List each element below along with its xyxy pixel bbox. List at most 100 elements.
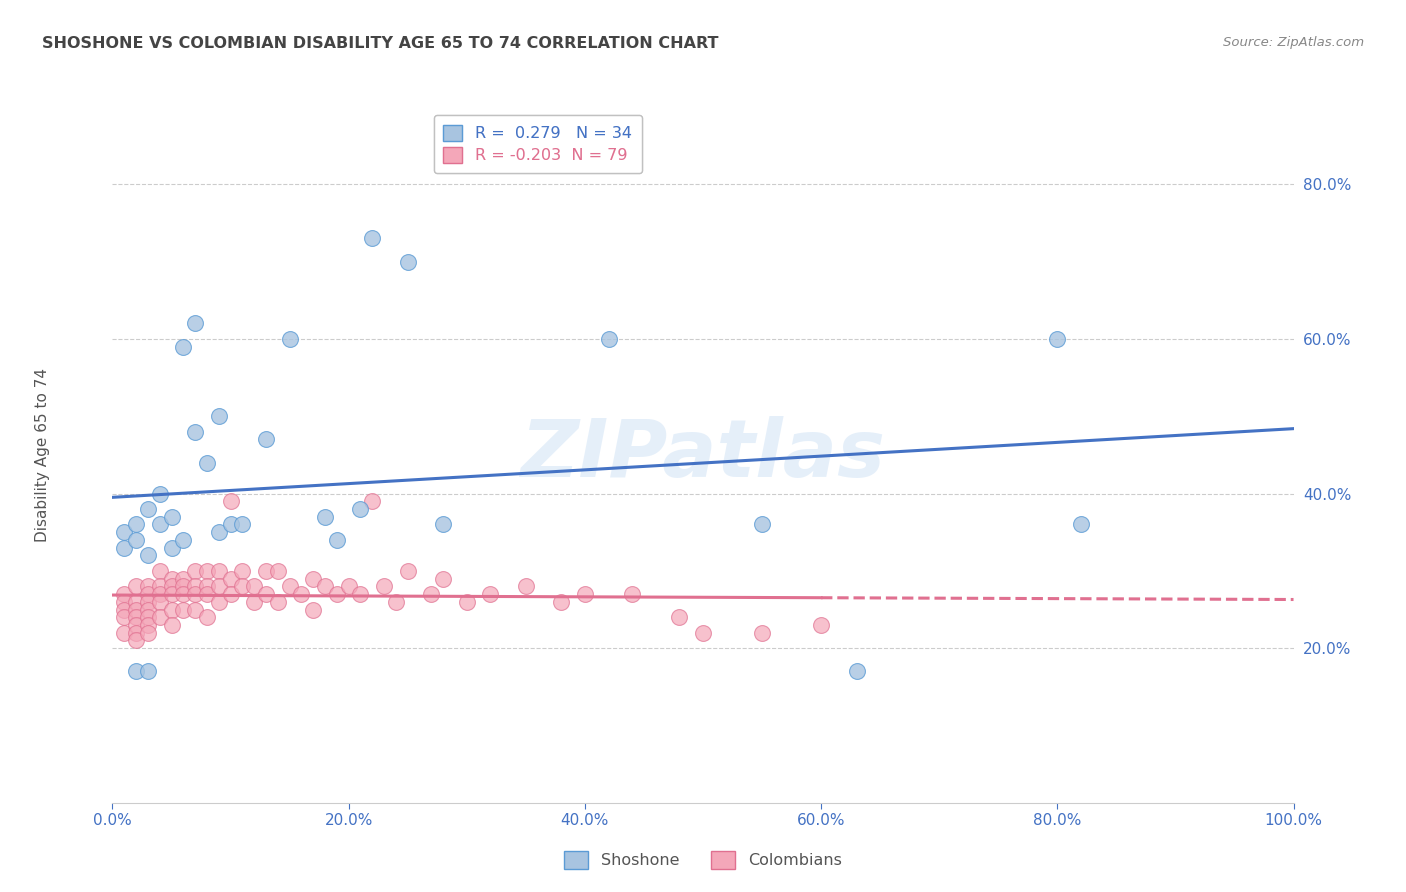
Point	[136, 549, 159, 563]
Point	[172, 579, 194, 593]
Point	[184, 425, 207, 439]
Point	[810, 618, 832, 632]
Point	[125, 602, 148, 616]
Point	[349, 587, 371, 601]
Point	[456, 595, 478, 609]
Point	[149, 517, 172, 532]
Point	[160, 579, 183, 593]
Point	[231, 579, 253, 593]
Point	[326, 587, 349, 601]
Point	[195, 610, 218, 624]
Point	[136, 618, 159, 632]
Point	[112, 625, 135, 640]
Point	[219, 517, 242, 532]
Point	[184, 579, 207, 593]
Point	[668, 610, 690, 624]
Point	[254, 433, 277, 447]
Point	[278, 579, 301, 593]
Point	[149, 610, 172, 624]
Point	[254, 587, 277, 601]
Point	[267, 564, 290, 578]
Point	[845, 665, 868, 679]
Point	[195, 456, 218, 470]
Point	[160, 587, 183, 601]
Point	[125, 579, 148, 593]
Point	[361, 231, 384, 245]
Point	[136, 610, 159, 624]
Point	[751, 517, 773, 532]
Point	[208, 409, 231, 424]
Point	[160, 541, 183, 555]
Point	[112, 602, 135, 616]
Point	[136, 502, 159, 516]
Point	[125, 625, 148, 640]
Point	[184, 587, 207, 601]
Point	[208, 564, 231, 578]
Point	[219, 572, 242, 586]
Point	[112, 595, 135, 609]
Point	[692, 625, 714, 640]
Point	[314, 509, 336, 524]
Point	[136, 602, 159, 616]
Point	[112, 610, 135, 624]
Point	[420, 587, 443, 601]
Point	[373, 579, 395, 593]
Point	[184, 564, 207, 578]
Point	[136, 579, 159, 593]
Point	[396, 254, 419, 268]
Text: ZIPatlas: ZIPatlas	[520, 416, 886, 494]
Point	[125, 517, 148, 532]
Point	[125, 610, 148, 624]
Point	[125, 665, 148, 679]
Point	[112, 587, 135, 601]
Point	[149, 579, 172, 593]
Point	[267, 595, 290, 609]
Point	[160, 572, 183, 586]
Text: Source: ZipAtlas.com: Source: ZipAtlas.com	[1223, 36, 1364, 49]
Point	[160, 509, 183, 524]
Point	[254, 564, 277, 578]
Point	[172, 587, 194, 601]
Point	[361, 494, 384, 508]
Point	[125, 595, 148, 609]
Legend: Shoshone, Colombians: Shoshone, Colombians	[558, 845, 848, 875]
Point	[172, 340, 194, 354]
Point	[125, 618, 148, 632]
Point	[231, 564, 253, 578]
Point	[149, 564, 172, 578]
Point	[243, 595, 266, 609]
Point	[219, 587, 242, 601]
Point	[125, 633, 148, 648]
Point	[136, 665, 159, 679]
Point	[231, 517, 253, 532]
Point	[479, 587, 502, 601]
Point	[125, 533, 148, 547]
Point	[184, 317, 207, 331]
Point	[621, 587, 644, 601]
Point	[314, 579, 336, 593]
Point	[172, 533, 194, 547]
Point	[149, 486, 172, 500]
Point	[243, 579, 266, 593]
Point	[136, 587, 159, 601]
Point	[184, 602, 207, 616]
Point	[396, 564, 419, 578]
Point	[278, 332, 301, 346]
Point	[160, 602, 183, 616]
Point	[326, 533, 349, 547]
Point	[302, 602, 325, 616]
Point	[337, 579, 360, 593]
Point	[432, 572, 454, 586]
Point	[302, 572, 325, 586]
Point	[195, 587, 218, 601]
Text: SHOSHONE VS COLOMBIAN DISABILITY AGE 65 TO 74 CORRELATION CHART: SHOSHONE VS COLOMBIAN DISABILITY AGE 65 …	[42, 36, 718, 51]
Point	[751, 625, 773, 640]
Point	[172, 602, 194, 616]
Point	[290, 587, 312, 601]
Point	[349, 502, 371, 516]
Point	[1046, 332, 1069, 346]
Point	[550, 595, 572, 609]
Point	[1070, 517, 1092, 532]
Point	[208, 579, 231, 593]
Point	[172, 572, 194, 586]
